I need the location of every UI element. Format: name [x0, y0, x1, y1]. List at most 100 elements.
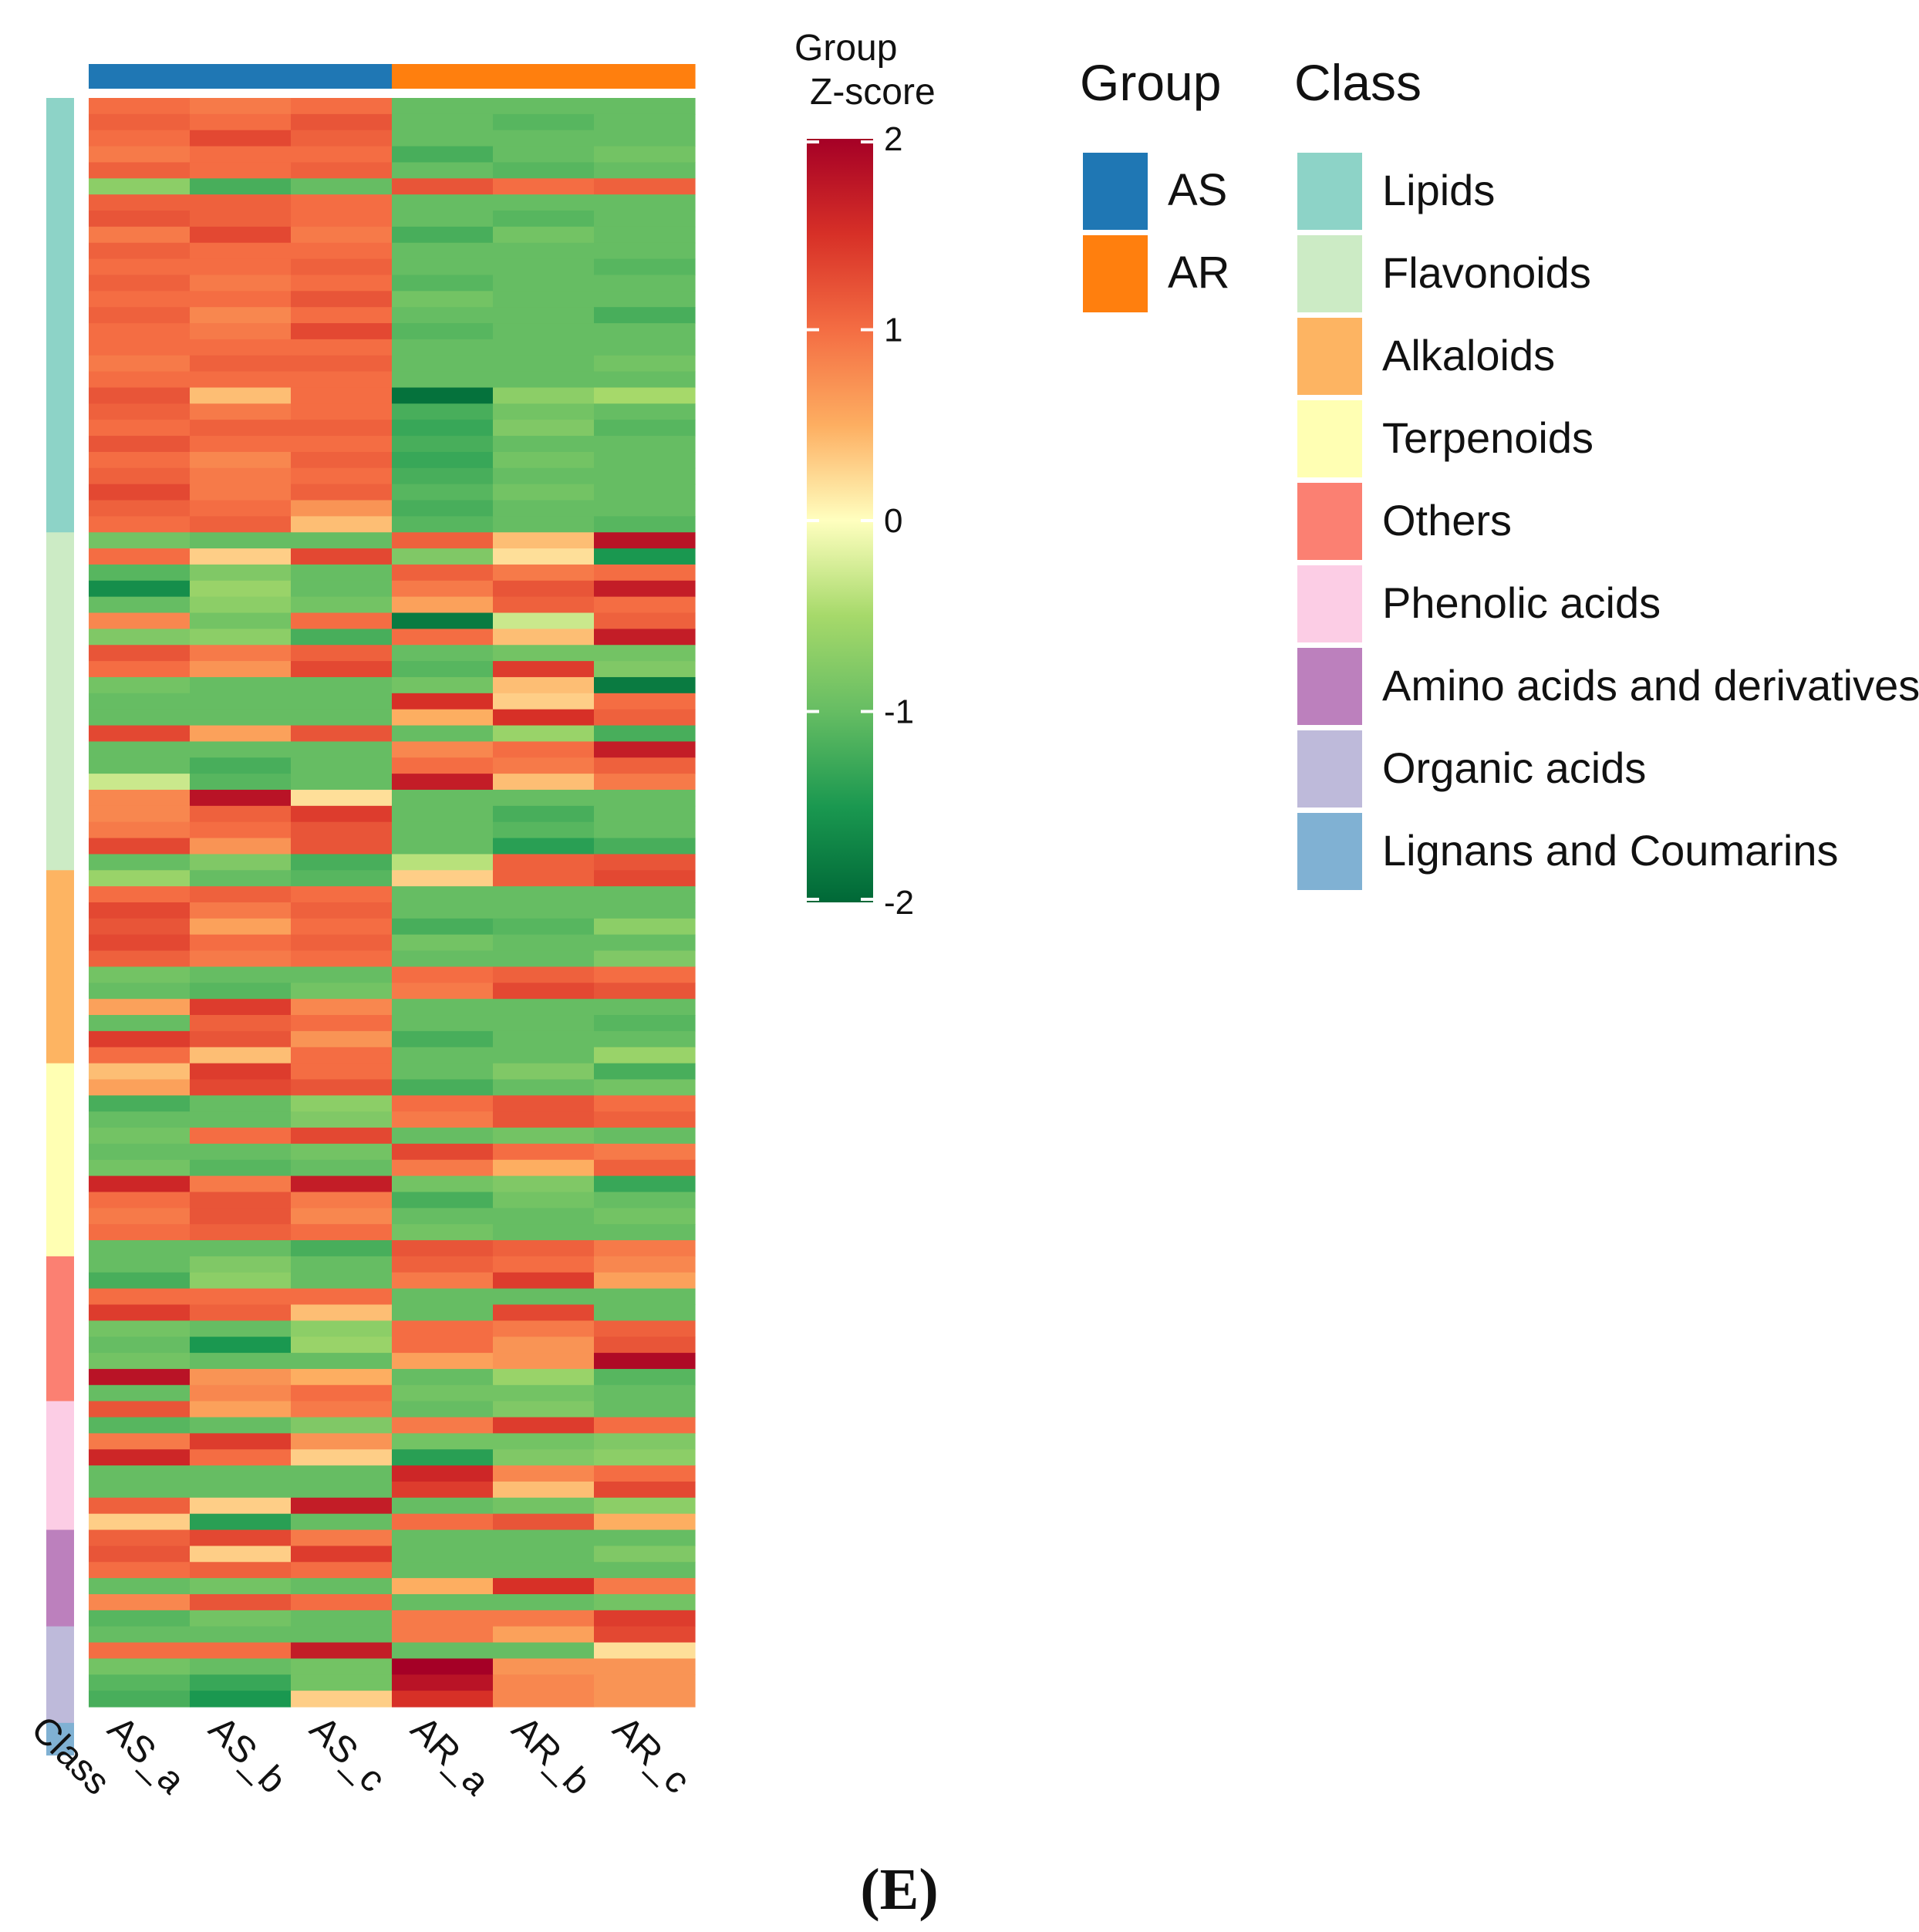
heatmap-cell	[493, 178, 595, 195]
heatmap-cell	[493, 950, 595, 968]
heatmap-cell	[594, 403, 696, 420]
heatmap-cell	[594, 1240, 696, 1257]
heatmap-cell	[493, 1674, 595, 1691]
heatmap-cell	[190, 805, 292, 823]
heatmap-cell	[594, 1417, 696, 1434]
heatmap-cell	[493, 564, 595, 582]
heatmap-cell	[291, 805, 393, 823]
heatmap-cell	[89, 516, 191, 533]
heatmap-cell	[493, 291, 595, 308]
heatmap-cell	[594, 194, 696, 211]
column-label: AS_b	[201, 1708, 294, 1802]
heatmap-cell	[392, 146, 494, 164]
heatmap-cell	[89, 420, 191, 437]
heatmap-cell	[594, 612, 696, 629]
color-scale-title-line1: Group	[794, 28, 897, 69]
heatmap-cell	[493, 403, 595, 420]
heatmap-cell	[89, 1433, 191, 1450]
heatmap-cell	[291, 966, 393, 983]
heatmap-cell	[190, 1578, 292, 1595]
heatmap-cell	[594, 725, 696, 742]
heatmap-cell	[89, 500, 191, 517]
heatmap-cell	[493, 1063, 595, 1081]
heatmap-cell	[493, 275, 595, 292]
heatmap-cell	[594, 821, 696, 839]
heatmap-cell	[392, 387, 494, 404]
heatmap-cell	[291, 1368, 393, 1386]
heatmap-cell	[392, 645, 494, 662]
heatmap-cell	[291, 1497, 393, 1515]
heatmap-cell	[190, 1481, 292, 1499]
heatmap-cell	[89, 1128, 191, 1145]
heatmap-cell	[190, 275, 292, 292]
heatmap-cell	[89, 934, 191, 952]
heatmap-cell	[190, 242, 292, 260]
heatmap-cell	[392, 854, 494, 871]
heatmap-cell	[493, 484, 595, 501]
heatmap-cell	[392, 226, 494, 244]
heatmap-cell	[190, 1128, 292, 1145]
heatmap-cell	[392, 1449, 494, 1466]
heatmap-cell	[493, 516, 595, 533]
heatmap-cell	[392, 403, 494, 420]
heatmap-cell	[89, 1481, 191, 1499]
heatmap-cell	[493, 999, 595, 1016]
heatmap-cell	[493, 838, 595, 855]
heatmap-cell	[594, 1015, 696, 1032]
heatmap-cell	[493, 1513, 595, 1531]
heatmap-cell	[190, 1015, 292, 1032]
heatmap-cell	[190, 950, 292, 968]
heatmap-cell	[392, 870, 494, 887]
heatmap-cell	[493, 870, 595, 887]
heatmap-cell	[392, 886, 494, 903]
heatmap-cell	[190, 403, 292, 420]
heatmap-cell	[594, 178, 696, 195]
heatmap-cell	[594, 532, 696, 549]
heatmap-cell	[392, 1337, 494, 1354]
heatmap-cell	[190, 983, 292, 1000]
heatmap-cell	[594, 918, 696, 936]
heatmap-cell	[190, 1417, 292, 1434]
heatmap-cell	[190, 1691, 292, 1708]
heatmap-cell	[291, 1304, 393, 1321]
heatmap-cell	[594, 146, 696, 164]
heatmap-cell	[89, 838, 191, 855]
heatmap-cell	[392, 1015, 494, 1032]
heatmap-cell	[493, 1192, 595, 1209]
heatmap-cell	[190, 1320, 292, 1337]
heatmap-cell	[291, 741, 393, 758]
heatmap-cell	[291, 1030, 393, 1048]
heatmap-cell	[392, 838, 494, 855]
heatmap-cell	[89, 275, 191, 292]
class-legend-label: Lipids	[1382, 166, 1495, 214]
heatmap-cell	[493, 1079, 595, 1096]
heatmap-cell	[291, 1192, 393, 1209]
heatmap-cell	[190, 1449, 292, 1466]
heatmap-cell	[89, 1578, 191, 1595]
heatmap-cell	[392, 1143, 494, 1161]
heatmap-cell	[594, 966, 696, 983]
heatmap-cell	[291, 838, 393, 855]
heatmap-cell	[190, 1192, 292, 1209]
group-legend-label: AS	[1168, 165, 1227, 215]
heatmap-cell	[89, 548, 191, 565]
heatmap-cell	[594, 1433, 696, 1450]
heatmap-cell	[291, 629, 393, 646]
group-bar-segment	[89, 64, 191, 89]
heatmap-cell	[594, 1175, 696, 1193]
column-label: AR_c	[605, 1708, 697, 1801]
heatmap-cell	[190, 291, 292, 308]
heatmap-cell	[291, 934, 393, 952]
heatmap-cell	[89, 1593, 191, 1611]
heatmap-cell	[392, 676, 494, 694]
heatmap-cell	[190, 211, 292, 228]
heatmap-cell	[493, 1256, 595, 1273]
heatmap-cell	[594, 645, 696, 662]
heatmap-cell	[291, 1578, 393, 1595]
heatmap-cell	[291, 821, 393, 839]
heatmap-cell	[89, 436, 191, 453]
group-bar-segment	[291, 64, 393, 89]
group-legend: Group AS AR	[1080, 54, 1230, 312]
heatmap-cell	[89, 532, 191, 549]
heatmap-cell	[89, 1674, 191, 1691]
